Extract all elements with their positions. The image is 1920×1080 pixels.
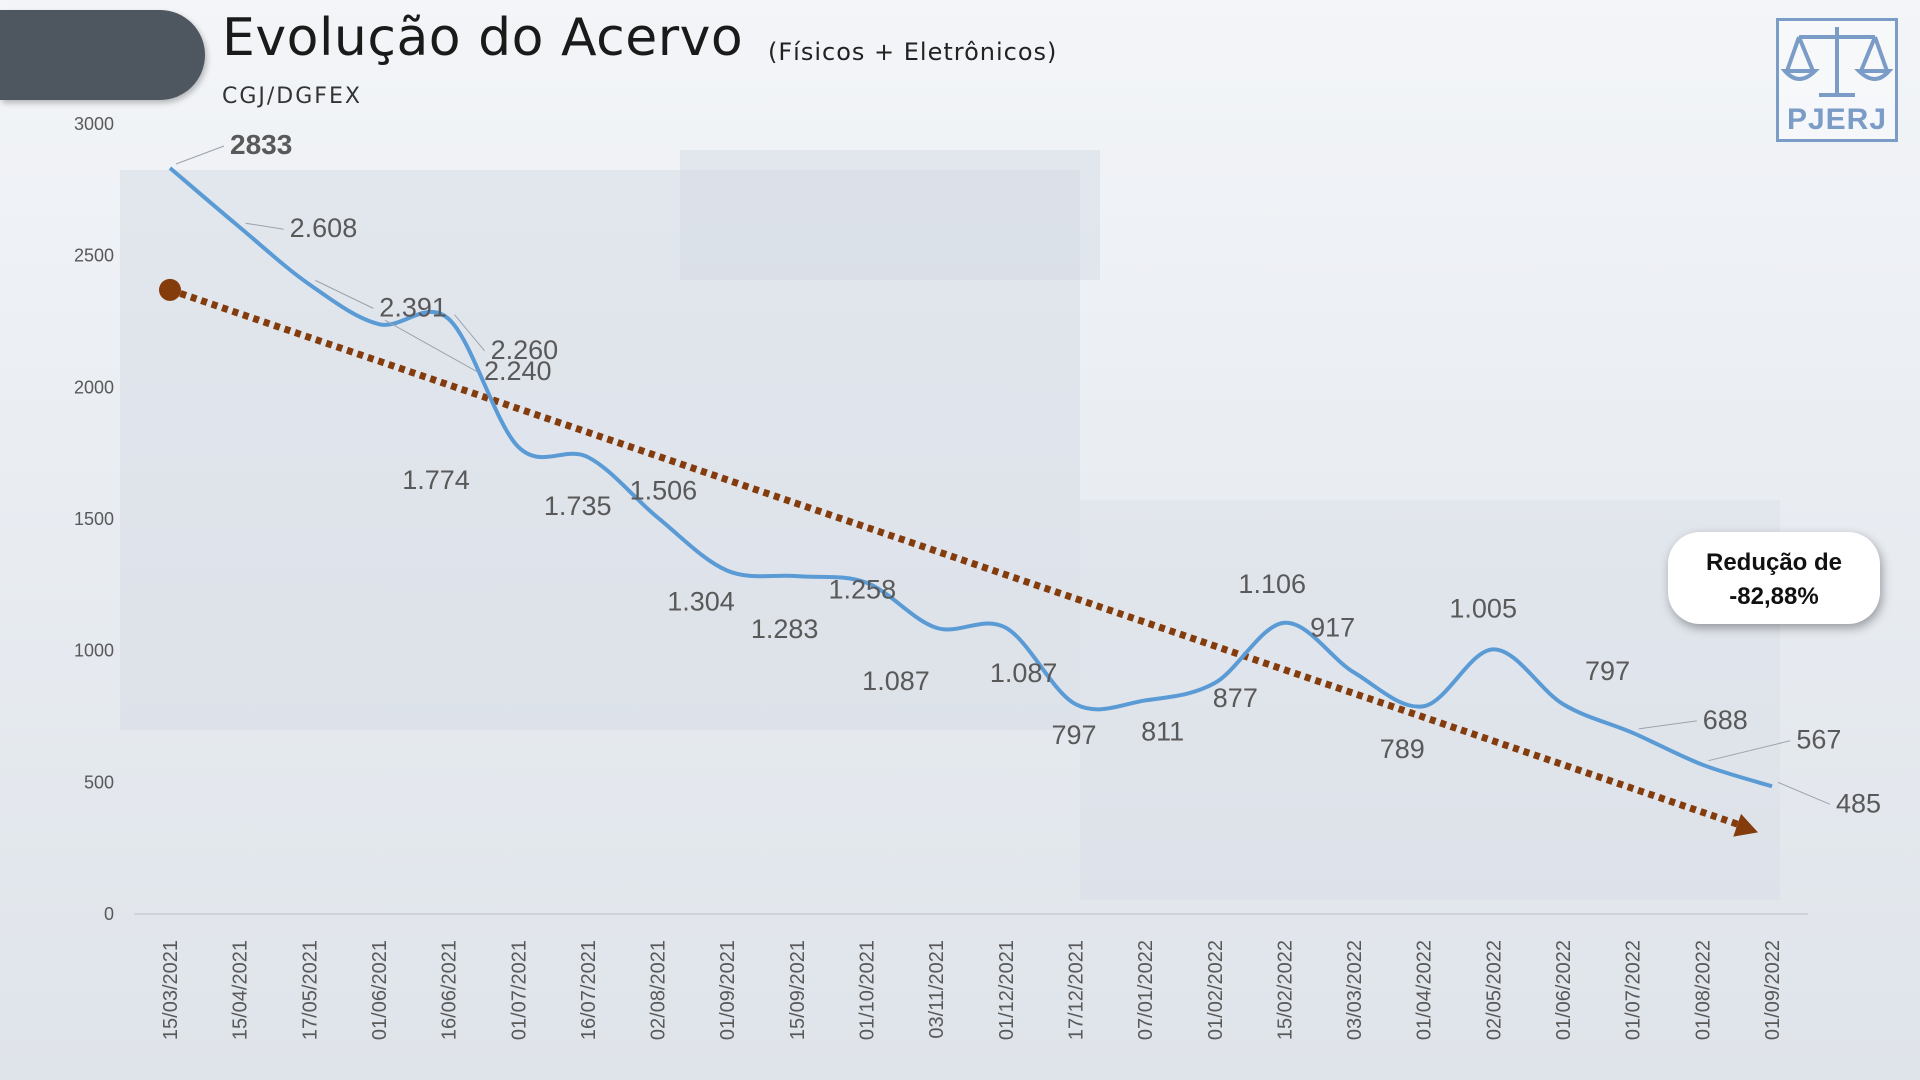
data-label: 2.608 [290,213,358,243]
x-tick-label: 01/04/2022 [1414,940,1436,1040]
x-tick-label: 01/12/2021 [996,940,1018,1040]
data-label: 567 [1796,725,1841,755]
data-label-leader [315,279,374,309]
x-tick-label: 15/03/2021 [160,940,182,1040]
title-tab-decoration [0,10,205,100]
x-tick-label: 16/06/2021 [439,940,461,1040]
x-tick-label: 01/07/2021 [508,940,530,1040]
data-label: 1.283 [751,614,819,644]
y-tick-label: 1500 [74,509,114,529]
data-label-leader [245,222,284,230]
data-label-leader [1708,740,1791,762]
data-label: 2833 [230,129,292,160]
y-tick-label: 1000 [74,641,114,661]
x-tick-label: 03/03/2022 [1344,940,1366,1040]
data-label: 1.258 [829,575,897,605]
data-label: 797 [1051,720,1096,750]
data-label: 917 [1310,613,1355,643]
pjerj-logo: PJERJ [1776,18,1898,142]
x-tick-label: 01/06/2022 [1553,940,1575,1040]
trendline-dashed-line [168,286,1746,830]
x-tick-label: 01/09/2022 [1762,940,1784,1040]
y-tick-label: 2000 [74,377,114,397]
x-tick-label: 16/07/2021 [578,940,600,1040]
data-label: 1.304 [667,587,735,617]
data-label: 1.005 [1449,593,1517,623]
data-label: 811 [1141,716,1184,746]
x-tick-label: 17/12/2021 [1065,940,1087,1040]
x-axis: 15/03/2021 15/04/2021 17/05/2021 01/06/2021… [134,913,1808,1040]
y-tick-label: 3000 [74,114,114,134]
series-layer [168,166,1773,789]
series-line [168,166,1773,789]
x-tick-label: 17/05/2021 [299,940,321,1040]
x-tick-label: 15/09/2021 [787,940,809,1040]
x-tick-label: 03/11/2021 [926,940,948,1039]
trendline-arrowhead [1733,813,1758,837]
x-tick-label: 02/08/2021 [648,940,670,1040]
x-tick-label: 01/02/2022 [1205,940,1227,1040]
x-tick-label: 01/09/2021 [717,940,739,1040]
page-title: Evolução do Acervo [222,8,744,68]
data-label-leader [384,319,479,373]
x-tick-label: 15/02/2022 [1274,940,1296,1040]
reduction-callout-value: -82,88% [1729,583,1819,610]
scales-of-justice-icon [1780,27,1894,97]
data-label: 1.087 [862,666,930,696]
data-label: 2.391 [379,292,447,322]
data-label: 1.774 [402,465,470,495]
y-axis: 0 500 1000 1500 2000 2500 3000 [74,114,114,924]
y-tick-label: 500 [84,772,114,792]
x-tick-label: 07/01/2022 [1135,940,1157,1040]
logo-text: PJERJ [1786,103,1888,136]
data-label-leader [1638,720,1697,730]
x-tick-label: 01/06/2021 [369,940,391,1040]
data-label: 1.106 [1238,569,1306,599]
x-tick-label: 01/07/2022 [1623,940,1645,1040]
data-label: 2.260 [491,335,559,365]
page-title-note: (Físicos + Eletrônicos) [768,38,1058,66]
y-tick-label: 2500 [74,246,114,266]
x-tick-label: 01/10/2021 [857,940,879,1040]
data-label: 2.240 [484,356,552,386]
data-label: 688 [1703,705,1748,735]
x-tick-label: 01/08/2022 [1692,940,1714,1040]
data-label: 797 [1585,656,1630,686]
y-tick-label: 0 [104,904,114,924]
data-label-leader [175,145,225,165]
trendline [159,278,1758,837]
data-label: 1.735 [544,491,612,521]
data-label: 485 [1836,788,1881,818]
data-label: 789 [1380,734,1425,764]
data-label-leader [454,314,485,352]
data-label-leader [1777,781,1831,805]
background-building-wing-shape [1080,500,1780,900]
reduction-callout: Redução de -82,88% [1668,532,1880,624]
reduction-callout-title: Redução de [1705,549,1843,576]
x-tick-label: 15/04/2021 [230,940,252,1040]
data-label: 1.506 [630,475,698,505]
data-label: 1.087 [990,658,1058,688]
x-tick-label: 02/05/2022 [1483,940,1505,1040]
data-label: 877 [1213,683,1258,713]
department-label: CGJ/DGFEX [222,84,362,109]
background-building-top-shape [680,150,1100,280]
